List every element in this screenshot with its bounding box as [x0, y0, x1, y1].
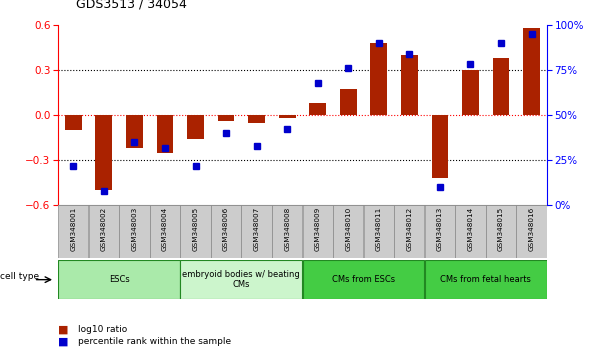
Bar [272, 205, 302, 258]
Bar [180, 205, 211, 258]
Bar [516, 205, 547, 258]
Bar [119, 205, 150, 258]
Text: ■: ■ [58, 324, 68, 334]
Text: GSM348014: GSM348014 [467, 207, 474, 251]
Bar [150, 205, 180, 258]
Text: CMs from fetal hearts: CMs from fetal hearts [441, 275, 531, 284]
Text: GSM348011: GSM348011 [376, 207, 382, 251]
Bar [455, 205, 486, 258]
Bar [302, 205, 333, 258]
Bar [58, 205, 89, 258]
Text: GSM348007: GSM348007 [254, 207, 260, 251]
Bar [241, 205, 272, 258]
Bar [65, 115, 82, 130]
Text: GSM348012: GSM348012 [406, 207, 412, 251]
Text: GSM348010: GSM348010 [345, 207, 351, 251]
Bar [180, 260, 302, 299]
Text: GSM348004: GSM348004 [162, 207, 168, 251]
Text: GSM348002: GSM348002 [101, 207, 107, 251]
Text: GSM348001: GSM348001 [70, 207, 76, 251]
Bar [431, 115, 448, 178]
Text: GDS3513 / 34054: GDS3513 / 34054 [76, 0, 187, 11]
Bar [279, 115, 296, 118]
Text: GSM348015: GSM348015 [498, 207, 504, 251]
Text: GSM348013: GSM348013 [437, 207, 443, 251]
Bar [156, 115, 174, 153]
Bar [58, 260, 180, 299]
Text: embryoid bodies w/ beating
CMs: embryoid bodies w/ beating CMs [183, 270, 300, 289]
Bar [218, 115, 235, 121]
Bar [211, 205, 241, 258]
Bar [95, 115, 112, 190]
Text: GSM348016: GSM348016 [529, 207, 535, 251]
Bar [492, 58, 510, 115]
Bar [309, 103, 326, 115]
Bar [187, 115, 204, 139]
Text: log10 ratio: log10 ratio [78, 325, 127, 334]
Text: GSM348005: GSM348005 [192, 207, 199, 251]
Text: GSM348009: GSM348009 [315, 207, 321, 251]
Bar [333, 205, 364, 258]
Text: percentile rank within the sample: percentile rank within the sample [78, 337, 231, 346]
Bar [364, 205, 394, 258]
Text: GSM348006: GSM348006 [223, 207, 229, 251]
Bar [425, 205, 455, 258]
Text: ■: ■ [58, 337, 68, 347]
Text: GSM348008: GSM348008 [284, 207, 290, 251]
Bar [401, 55, 418, 115]
Text: GSM348003: GSM348003 [131, 207, 137, 251]
Bar [89, 205, 119, 258]
Bar [340, 90, 357, 115]
Bar [394, 205, 425, 258]
Bar [425, 260, 547, 299]
Text: CMs from ESCs: CMs from ESCs [332, 275, 395, 284]
Bar [486, 205, 516, 258]
Bar [370, 43, 387, 115]
Bar [462, 70, 479, 115]
Bar [302, 260, 425, 299]
Text: ESCs: ESCs [109, 275, 130, 284]
Bar [126, 115, 143, 148]
Bar [248, 115, 265, 122]
Bar [523, 28, 540, 115]
Text: cell type: cell type [0, 272, 39, 281]
